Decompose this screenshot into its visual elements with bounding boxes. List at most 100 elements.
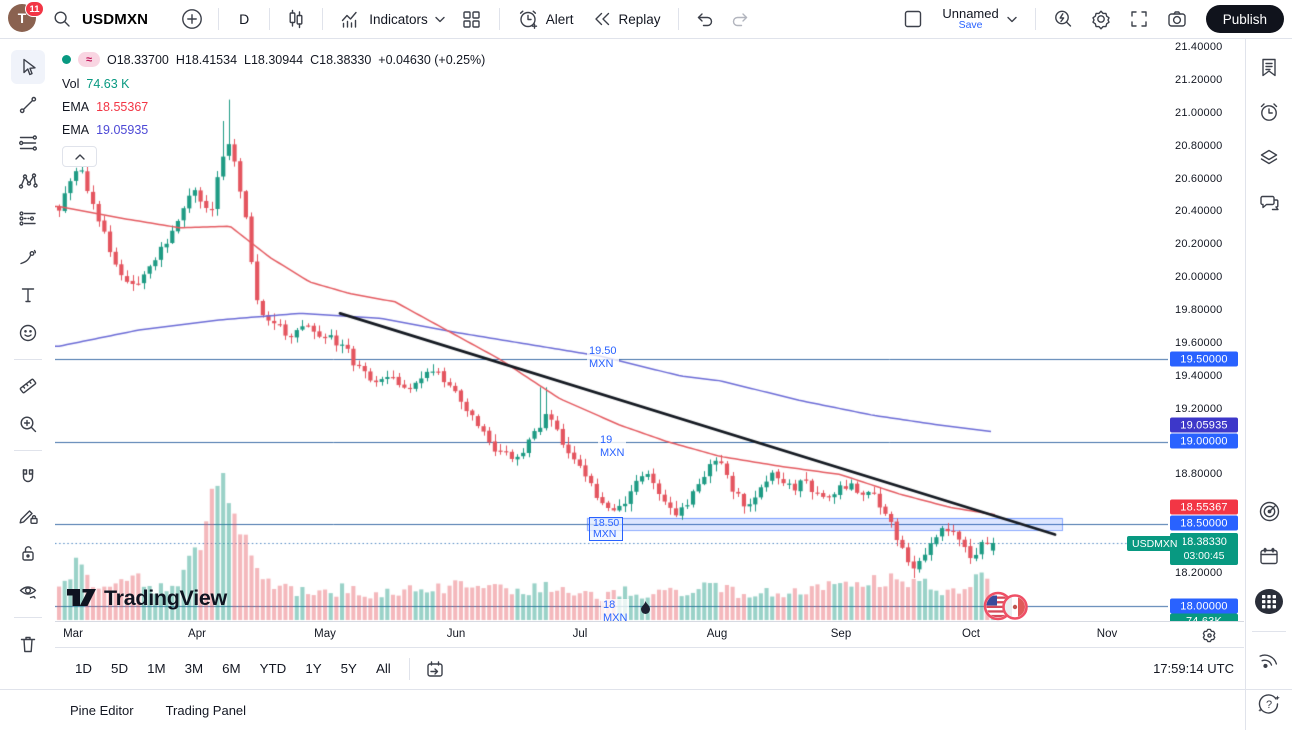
range-button[interactable]: 1Y [297, 657, 329, 680]
calendar-button[interactable] [1250, 537, 1288, 575]
go-to-date-button[interactable] [420, 654, 450, 684]
legend-ohlc-row[interactable]: ≈ O18.33700 H18.41534 L18.30944 C18.3833… [62, 52, 492, 67]
replay-button[interactable]: Replay [585, 3, 668, 35]
zoom-in-icon [17, 413, 39, 435]
bottom-toolbar: 1D 5D 1M 3M 6M YTD 1Y 5Y All 17:59:14 UTC [55, 648, 1244, 689]
add-symbol-button[interactable] [176, 3, 208, 35]
calendar-icon [1257, 544, 1281, 568]
economic-event-flags[interactable] [977, 589, 1031, 625]
axis-settings-icon[interactable] [1201, 627, 1218, 644]
fullscreen-icon [1129, 9, 1149, 29]
divider [13, 359, 42, 360]
price-tick: 21.40000 [1175, 41, 1223, 53]
level-label-19[interactable]: 19 MXN [598, 434, 627, 460]
chart-style-button[interactable] [280, 3, 312, 35]
bar-countdown: 03:00:45 [1183, 550, 1225, 562]
layout-name-button[interactable]: Unnamed Save [934, 2, 1024, 36]
divider [1252, 631, 1286, 632]
more-apps-button[interactable] [1250, 582, 1288, 620]
price-axis[interactable]: 21.40000 21.20000 21.00000 20.80000 20.60000… [1168, 39, 1244, 621]
ema-label: EMA [62, 123, 90, 137]
gauge-icon [1257, 499, 1282, 524]
range-button[interactable]: All [368, 657, 399, 680]
ruler-icon [17, 375, 39, 397]
indicators-button[interactable]: Indicators [333, 3, 451, 35]
chat-button[interactable] [1250, 183, 1288, 221]
range-button[interactable]: YTD [252, 657, 295, 680]
range-button[interactable]: 3M [177, 657, 212, 680]
redo-button[interactable] [725, 3, 757, 35]
ema-fast-value: 18.55367 [96, 100, 149, 114]
remove-drawings-button[interactable] [11, 627, 45, 661]
fullscreen-button[interactable] [1122, 2, 1156, 36]
legend-volume-row[interactable]: Vol 74.63 K [62, 77, 136, 91]
quick-search-button[interactable] [1046, 2, 1080, 36]
streams-button[interactable] [1250, 640, 1288, 678]
month-label: Nov [1096, 628, 1118, 640]
ohlc-open: O18.33700 [107, 52, 169, 67]
text-icon [17, 284, 39, 306]
pine-editor-tab[interactable]: Pine Editor [70, 702, 134, 718]
range-button[interactable]: 6M [214, 657, 249, 680]
measure-tool-button[interactable] [11, 369, 45, 403]
undo-button[interactable] [689, 3, 721, 35]
similar-symbols-badge[interactable]: ≈ [78, 52, 100, 67]
range-button[interactable]: 1M [139, 657, 174, 680]
month-label: Jul [572, 628, 588, 640]
range-button[interactable]: 5Y [333, 657, 365, 680]
time-axis[interactable]: Mar Apr May Jun Jul Aug Sep Oct Nov [55, 621, 1244, 648]
zoom-in-tool-button[interactable] [11, 407, 45, 441]
indicators-label: Indicators [369, 11, 428, 27]
mx-flag-icon [1002, 594, 1028, 620]
level-label-1950[interactable]: 19.50 MXN [587, 345, 619, 371]
trading-panel-tab[interactable]: Trading Panel [165, 702, 247, 718]
cursor-tool-button[interactable] [10, 50, 45, 84]
help-button[interactable]: ? [1250, 685, 1288, 723]
user-avatar[interactable]: T 11 [8, 1, 44, 34]
screener-button[interactable] [1250, 492, 1288, 530]
symbol-search-button[interactable]: USDMXN [76, 4, 154, 34]
emoji-tool-button[interactable] [11, 316, 45, 350]
legend-ema-slow-row[interactable]: EMA 19.05935 [62, 123, 155, 137]
interval-label: D [239, 11, 250, 27]
range-button[interactable]: 1D [67, 657, 100, 680]
magnet-tool-button[interactable] [11, 460, 45, 494]
forecast-tool-button[interactable] [11, 202, 45, 236]
price-tick: 20.40000 [1175, 205, 1223, 218]
divider [13, 450, 42, 451]
screenshot-button[interactable] [1160, 2, 1194, 36]
legend-ema-fast-row[interactable]: EMA 18.55367 [62, 100, 155, 114]
save-label[interactable]: Save [958, 19, 983, 32]
publish-button[interactable]: Publish [1205, 5, 1284, 33]
alerts-panel-button[interactable] [1250, 93, 1288, 131]
session-clock[interactable]: 17:59:14 UTC [1153, 661, 1234, 676]
volume-value: 74.63 K [86, 77, 130, 91]
hide-drawings-tool-button[interactable] [11, 574, 45, 608]
legend-collapse-button[interactable] [62, 146, 97, 167]
level-label-1850[interactable]: 18.50 MXN [589, 517, 624, 541]
indicator-templates-button[interactable] [455, 2, 489, 36]
draw-lock-tool-button[interactable] [11, 498, 45, 532]
lock-all-tool-button[interactable] [11, 536, 45, 570]
fib-tool-button[interactable] [11, 126, 45, 160]
pencil-lock-icon [17, 504, 39, 526]
interval-button[interactable]: D [229, 4, 259, 34]
trend-line-tool-button[interactable] [11, 88, 45, 122]
alarm-clock-icon [1257, 100, 1281, 124]
object-tree-button[interactable] [1250, 138, 1288, 176]
price-tick: 20.60000 [1175, 172, 1223, 185]
text-tool-button[interactable] [11, 278, 45, 312]
indicators-icon [339, 8, 362, 31]
replay-icon [592, 9, 612, 29]
chevron-down-icon [1007, 16, 1017, 23]
layout-select-button[interactable] [896, 2, 930, 36]
settings-button[interactable] [1084, 2, 1118, 36]
xabcd-pattern-icon [17, 170, 39, 192]
alert-button[interactable]: Alert [510, 3, 581, 35]
watchlist-button[interactable] [1250, 48, 1288, 86]
range-button[interactable]: 5D [103, 657, 136, 680]
pattern-tool-button[interactable] [11, 164, 45, 198]
price-tick: 19.80000 [1175, 304, 1223, 317]
brush-tool-button[interactable] [11, 240, 45, 274]
